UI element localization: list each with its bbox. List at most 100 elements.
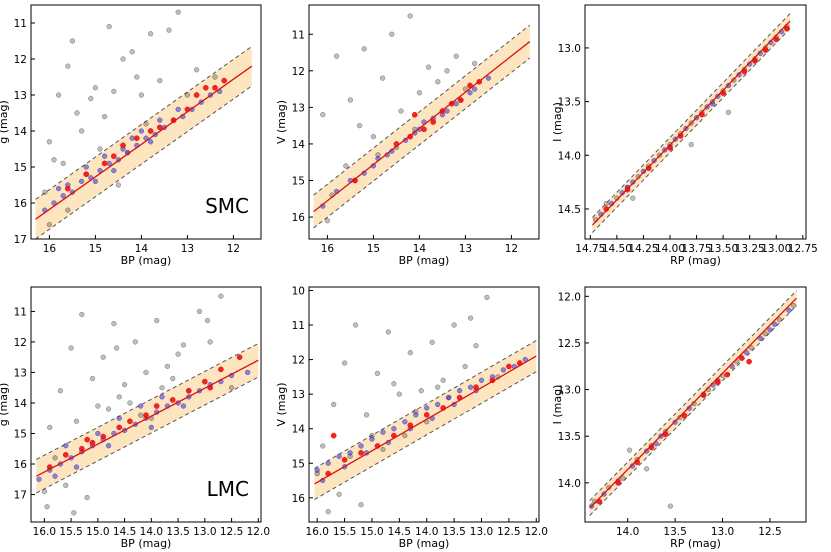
- data-point: [358, 502, 364, 508]
- data-point: [453, 101, 459, 107]
- fit-line: [35, 65, 253, 220]
- y-tick-label: 13: [14, 367, 27, 379]
- data-point: [148, 424, 154, 431]
- data-point: [473, 343, 479, 349]
- data-point: [644, 466, 650, 472]
- data-point: [138, 403, 144, 409]
- data-point: [325, 460, 331, 466]
- data-point: [456, 388, 463, 394]
- y-tick-label: 17: [14, 234, 27, 246]
- data-point: [127, 418, 133, 425]
- x-tick-label: 13.5: [442, 526, 465, 538]
- data-point: [78, 178, 85, 185]
- y-tick-label: 13: [14, 90, 27, 102]
- x-tick-label: 16.0: [33, 526, 56, 538]
- data-point: [746, 358, 752, 365]
- x-tick-label: 13.0: [193, 526, 216, 538]
- data-point: [166, 27, 172, 33]
- data-point: [724, 371, 731, 378]
- y-axis-label: V (mag): [275, 100, 288, 144]
- data-point: [73, 418, 80, 424]
- data-point: [157, 117, 163, 123]
- data-point: [429, 339, 435, 345]
- data-point: [606, 484, 612, 491]
- y-tick-label: 14.0: [558, 478, 581, 490]
- data-point: [159, 385, 165, 391]
- data-point: [164, 363, 171, 370]
- data-point: [389, 31, 395, 37]
- data-point: [212, 74, 218, 80]
- y-tick-label: 12.5: [558, 338, 581, 350]
- data-point: [83, 171, 90, 178]
- x-axis-label: RP (mag): [670, 254, 721, 267]
- data-point: [46, 139, 53, 145]
- data-point: [407, 422, 414, 429]
- data-point: [630, 195, 636, 201]
- y-tick-label: 13: [292, 102, 305, 114]
- data-point: [95, 403, 101, 409]
- data-point: [204, 317, 211, 324]
- band-lower-line: [314, 371, 537, 500]
- data-point: [175, 106, 181, 113]
- data-point: [113, 345, 120, 351]
- data-point: [370, 133, 377, 140]
- y-tick-label: 11: [14, 306, 27, 318]
- data-point: [116, 415, 122, 421]
- data-point: [361, 46, 367, 52]
- data-point: [106, 23, 112, 30]
- y-axis-label: V (mag): [275, 382, 288, 426]
- y-tick-label: 16: [292, 212, 306, 224]
- data-point: [244, 369, 251, 376]
- data-point: [423, 412, 430, 418]
- axes-frame: [308, 4, 540, 240]
- y-tick-label: 11: [292, 29, 305, 41]
- band-upper-line: [592, 13, 791, 218]
- x-tick-label: 13.0: [470, 526, 493, 538]
- data-point: [396, 391, 403, 397]
- data-point: [138, 92, 145, 98]
- x-axis-label: BP (mag): [121, 537, 172, 550]
- data-point: [379, 75, 386, 81]
- x-tick-label: 12.75: [788, 243, 818, 255]
- panel-0-1: 16 15 14 13 12 11 12 13 14 15 16 BP (mag) V (mag): [275, 4, 540, 267]
- data-point: [435, 384, 441, 390]
- data-point: [132, 339, 138, 345]
- data-point: [630, 179, 636, 185]
- data-point: [343, 163, 349, 169]
- data-point: [218, 366, 224, 373]
- data-point: [105, 406, 112, 412]
- data-point: [120, 56, 126, 62]
- data-point: [134, 74, 140, 80]
- fit-line: [591, 20, 791, 226]
- data-point: [127, 400, 133, 406]
- data-point: [147, 128, 154, 134]
- band-upper-line: [313, 24, 531, 196]
- data-point: [435, 401, 441, 408]
- x-tick-label: 14: [135, 243, 149, 255]
- data-point: [416, 90, 423, 96]
- x-tick-label: 13.50: [708, 243, 738, 255]
- band-lower-line: [35, 85, 253, 239]
- data-point: [78, 445, 85, 452]
- panel-0-2: 14.7514.5014.2514.0013.7513.5013.2513.00…: [551, 4, 818, 267]
- data-point: [444, 68, 450, 74]
- fit-line: [314, 355, 537, 485]
- data-point: [147, 139, 154, 145]
- data-point: [430, 119, 437, 125]
- data-point: [89, 375, 96, 382]
- y-axis-label: g (mag): [0, 383, 10, 427]
- x-tick-label: 14.0: [616, 526, 639, 538]
- data-point: [336, 453, 342, 459]
- data-point: [358, 443, 364, 449]
- x-tick-label: 14.50: [602, 243, 632, 255]
- data-point: [100, 433, 107, 440]
- data-point: [156, 124, 163, 131]
- band-upper-line: [314, 340, 537, 469]
- data-point: [506, 363, 512, 370]
- data-point: [84, 494, 90, 501]
- y-tick-label: 15: [292, 458, 305, 470]
- band-lower-line: [589, 305, 797, 516]
- data-point: [68, 345, 74, 351]
- data-point: [391, 381, 397, 387]
- data-point: [391, 426, 397, 432]
